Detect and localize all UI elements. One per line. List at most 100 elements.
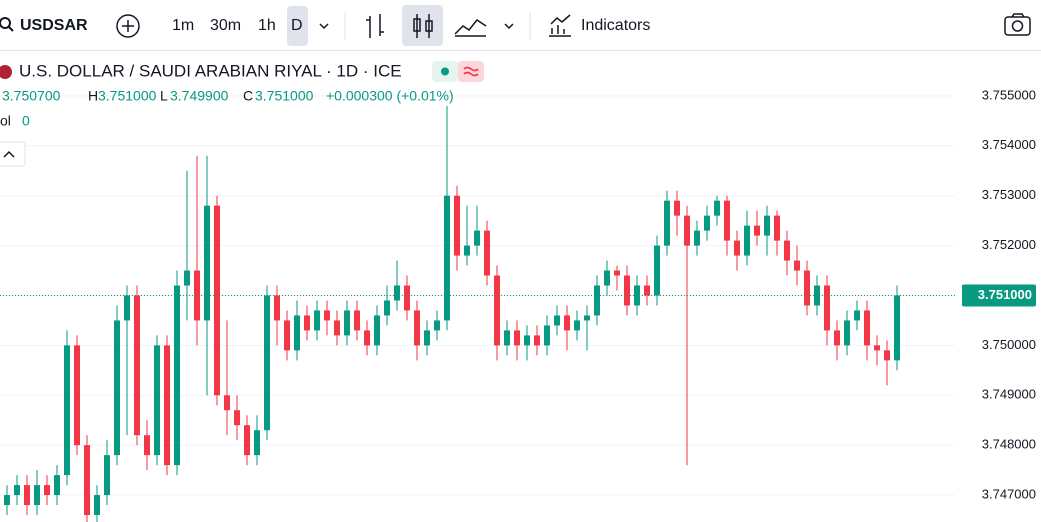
candle-body: [584, 315, 590, 321]
candle-body: [294, 315, 300, 351]
symbol[interactable]: USDSAR: [20, 17, 88, 34]
flag-icon: [0, 65, 12, 79]
candle-body: [684, 215, 690, 246]
candle-body: [444, 195, 450, 321]
candle-body: [344, 310, 350, 336]
interval[interactable]: 1m: [172, 17, 194, 34]
collapse-button[interactable]: [0, 141, 26, 167]
candle-body: [864, 310, 870, 346]
high-label: H: [88, 88, 98, 104]
candle-body: [264, 295, 270, 431]
candle-body: [314, 310, 320, 331]
low-label: L: [160, 88, 168, 104]
high-value: 3.751000: [98, 88, 157, 104]
candle-body: [664, 200, 670, 246]
candle-body: [174, 285, 180, 466]
close-value: 3.751000: [255, 88, 314, 104]
candle-body: [114, 320, 120, 456]
candle-body: [424, 330, 430, 346]
candle-body: [434, 320, 440, 331]
interval-selected-bg: [287, 6, 308, 46]
price-axis: 3.755000 3.754000 3.753000 3.752000 3.751000…: [962, 87, 1036, 501]
candle-body: [704, 215, 710, 231]
candles-style[interactable]: [413, 14, 433, 38]
candle-body: [384, 300, 390, 316]
candle-body: [194, 270, 200, 321]
candle-body: [124, 295, 130, 321]
candle-body: [284, 320, 290, 351]
add-symbol[interactable]: [116, 14, 140, 38]
candle-body: [534, 335, 540, 346]
candle-body: [674, 200, 680, 216]
candle-body: [694, 230, 700, 246]
candle-body: [354, 310, 360, 331]
volume-value: 0: [22, 113, 30, 129]
candle-body: [484, 230, 490, 276]
candle-body: [744, 225, 750, 256]
volume-label: ol: [0, 113, 11, 129]
interval[interactable]: 1h: [258, 17, 276, 34]
candle-body: [874, 345, 880, 351]
interval[interactable]: 30m: [210, 17, 241, 34]
delay-badge: [458, 61, 484, 82]
area-style[interactable]: [454, 18, 487, 37]
candle-body: [504, 330, 510, 346]
candle-body: [274, 295, 280, 321]
candle-body: [784, 240, 790, 261]
price-tick-label: 3.750000: [982, 337, 1036, 352]
candle-body: [394, 285, 400, 301]
candle-body: [854, 310, 860, 321]
delay-icon: [463, 66, 479, 77]
toolbar: [0, 0, 1041, 50]
interval[interactable]: D: [291, 17, 303, 34]
price-tick-label: 3.753000: [982, 187, 1036, 202]
candle-body: [144, 435, 150, 456]
candle-body: [624, 275, 630, 306]
candle-body: [374, 315, 380, 346]
candle-body: [404, 285, 410, 311]
candle-body: [724, 200, 730, 241]
price-tick-label: 3.747000: [982, 486, 1036, 501]
candle-body: [224, 395, 230, 411]
candle-body: [14, 485, 20, 496]
candle-body: [234, 410, 240, 426]
price-tick-label: 3.749000: [982, 387, 1036, 402]
indicators[interactable]: Indicators: [581, 17, 650, 34]
candle-body: [34, 485, 40, 506]
candle-body: [414, 310, 420, 346]
close-label: C: [243, 88, 253, 104]
candle-body: [474, 230, 480, 246]
candle-body: [364, 330, 370, 346]
candle-body: [154, 345, 160, 456]
candle-body: [734, 240, 740, 256]
candle-body: [614, 270, 620, 276]
indicators-icon[interactable]: [549, 14, 571, 37]
candle-body: [464, 245, 470, 256]
candle-body: [754, 225, 760, 236]
candle-body: [574, 320, 580, 331]
candle-body: [454, 195, 460, 256]
price-tick-label: 3.748000: [982, 437, 1036, 452]
candle-body: [834, 330, 840, 346]
candle-body: [494, 275, 500, 346]
candle-body: [804, 270, 810, 306]
candle-body: [204, 205, 210, 321]
style-menu[interactable]: [504, 23, 514, 30]
candle-body: [644, 285, 650, 296]
candle-body: [894, 295, 900, 361]
legend-title: U.S. DOLLAR / SAUDI ARABIAN RIYAL · 1D ·…: [19, 61, 402, 80]
bars-style[interactable]: [366, 14, 384, 38]
candle-body: [254, 430, 260, 456]
interval-menu[interactable]: [319, 23, 329, 30]
snapshot[interactable]: [1004, 13, 1031, 36]
candle-body: [514, 330, 520, 346]
search-icon[interactable]: [0, 17, 14, 32]
candle-body: [244, 425, 250, 456]
candle-body: [564, 315, 570, 331]
candle-body: [554, 315, 560, 326]
candle-body: [64, 345, 70, 476]
candle-body: [44, 485, 50, 496]
candle-body: [884, 350, 890, 361]
